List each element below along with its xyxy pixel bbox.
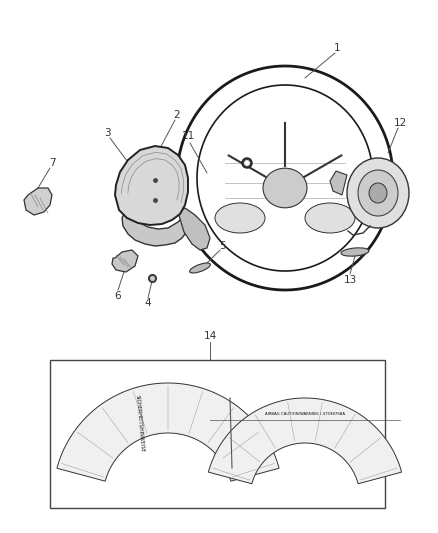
- Text: 11: 11: [181, 131, 194, 141]
- Ellipse shape: [305, 203, 355, 233]
- Ellipse shape: [215, 203, 265, 233]
- Text: SICHERHEITSHINWEISE: SICHERHEITSHINWEISE: [135, 395, 145, 453]
- Ellipse shape: [244, 160, 250, 166]
- Bar: [50, 360, 385, 508]
- Text: 6: 6: [115, 291, 121, 301]
- Ellipse shape: [242, 158, 252, 168]
- Text: 4: 4: [145, 298, 151, 308]
- Text: 13: 13: [343, 275, 357, 285]
- Polygon shape: [24, 188, 52, 215]
- Polygon shape: [57, 383, 279, 481]
- Polygon shape: [330, 171, 347, 195]
- Ellipse shape: [263, 168, 307, 208]
- Text: 2: 2: [174, 110, 180, 120]
- Polygon shape: [115, 146, 188, 225]
- Ellipse shape: [347, 158, 409, 228]
- Text: 5: 5: [219, 241, 225, 251]
- Ellipse shape: [190, 263, 210, 273]
- Text: AIRBAG CAUTION/WARNING / 4759876BA: AIRBAG CAUTION/WARNING / 4759876BA: [265, 412, 345, 416]
- Ellipse shape: [358, 170, 398, 216]
- Polygon shape: [208, 398, 402, 484]
- Polygon shape: [112, 250, 138, 272]
- Text: 14: 14: [203, 331, 217, 341]
- Polygon shape: [122, 210, 190, 246]
- Text: 12: 12: [393, 118, 406, 128]
- Text: 3: 3: [104, 128, 110, 138]
- Text: 1: 1: [334, 43, 340, 53]
- Text: 7: 7: [49, 158, 55, 168]
- Ellipse shape: [341, 248, 369, 256]
- Ellipse shape: [369, 183, 387, 203]
- Polygon shape: [178, 208, 210, 250]
